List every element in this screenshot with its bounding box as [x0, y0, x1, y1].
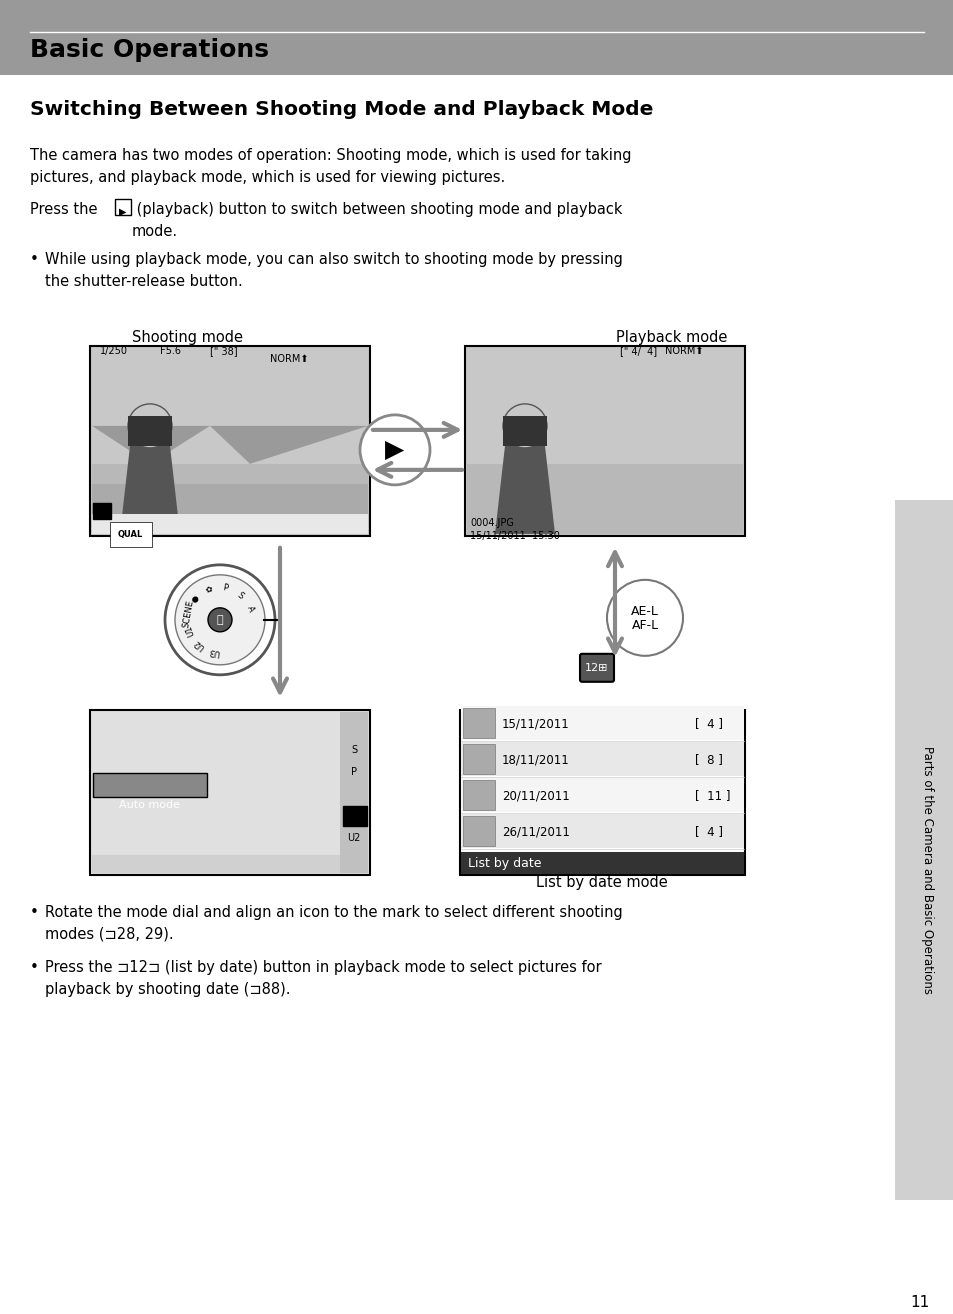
Circle shape [128, 403, 172, 448]
Text: 18/11/2011: 18/11/2011 [501, 753, 569, 766]
FancyBboxPatch shape [343, 805, 367, 825]
Text: Rotate the mode dial and align an icon to the mark to select different shooting
: Rotate the mode dial and align an icon t… [45, 905, 622, 942]
FancyBboxPatch shape [894, 499, 953, 1200]
Text: Basic Operations: Basic Operations [30, 38, 269, 62]
FancyBboxPatch shape [460, 778, 743, 812]
Text: Auto mode: Auto mode [119, 800, 180, 809]
Text: U2: U2 [347, 833, 360, 842]
FancyBboxPatch shape [462, 816, 495, 846]
Text: F5.6: F5.6 [160, 346, 181, 356]
Text: 15/11/2011: 15/11/2011 [501, 717, 569, 731]
Text: [  8 ]: [ 8 ] [695, 753, 722, 766]
Text: List by date mode: List by date mode [536, 875, 667, 890]
Text: 11: 11 [909, 1294, 928, 1310]
Text: [" 4/  4]: [" 4/ 4] [619, 346, 657, 356]
Text: ●: ● [190, 594, 201, 604]
Text: U2: U2 [192, 637, 207, 652]
Text: P: P [351, 767, 356, 777]
Text: P: P [222, 583, 229, 593]
Text: S: S [351, 745, 356, 754]
FancyBboxPatch shape [90, 710, 370, 875]
Polygon shape [495, 445, 555, 533]
Text: NORM⬆: NORM⬆ [664, 346, 702, 356]
FancyBboxPatch shape [459, 710, 744, 875]
FancyBboxPatch shape [339, 712, 368, 872]
FancyBboxPatch shape [115, 198, 131, 215]
FancyBboxPatch shape [92, 773, 207, 796]
Text: A: A [245, 604, 255, 614]
Text: [  4 ]: [ 4 ] [695, 825, 722, 838]
FancyBboxPatch shape [92, 503, 111, 519]
Text: AE-L: AE-L [630, 606, 659, 619]
Circle shape [174, 574, 265, 665]
FancyBboxPatch shape [462, 779, 495, 809]
Text: AF-L: AF-L [631, 619, 658, 632]
FancyBboxPatch shape [462, 708, 495, 737]
Text: U1: U1 [347, 811, 360, 821]
Text: 📷: 📷 [216, 615, 223, 625]
Circle shape [208, 608, 232, 632]
Text: ▶: ▶ [385, 438, 404, 463]
Text: While using playback mode, you can also switch to shooting mode by pressing
the : While using playback mode, you can also … [45, 252, 622, 289]
Text: •: • [30, 959, 39, 975]
Circle shape [165, 565, 274, 675]
Text: [" 38]: [" 38] [210, 346, 237, 356]
Text: 26/11/2011: 26/11/2011 [501, 825, 569, 838]
Text: List by date: List by date [468, 857, 541, 870]
Text: ✿: ✿ [204, 585, 213, 595]
Polygon shape [128, 417, 172, 445]
FancyBboxPatch shape [460, 813, 743, 848]
FancyBboxPatch shape [460, 706, 743, 740]
Text: NORM⬆: NORM⬆ [270, 353, 308, 364]
Text: (playback) button to switch between shooting mode and playback
mode.: (playback) button to switch between shoo… [132, 202, 622, 239]
Text: 15/11/2011  15:30: 15/11/2011 15:30 [470, 531, 559, 541]
Text: •: • [30, 252, 39, 267]
Text: [  11 ]: [ 11 ] [695, 790, 730, 803]
Text: The camera has two modes of operation: Shooting mode, which is used for taking
p: The camera has two modes of operation: S… [30, 148, 631, 185]
Text: Switching Between Shooting Mode and Playback Mode: Switching Between Shooting Mode and Play… [30, 100, 653, 120]
FancyBboxPatch shape [0, 0, 953, 75]
Text: QUAL: QUAL [118, 530, 143, 539]
FancyBboxPatch shape [467, 464, 742, 533]
FancyBboxPatch shape [91, 484, 368, 533]
Circle shape [502, 403, 546, 448]
Text: Shooting mode: Shooting mode [132, 330, 243, 344]
Text: •: • [30, 905, 39, 920]
Text: Parts of the Camera and Basic Operations: Parts of the Camera and Basic Operations [921, 746, 934, 993]
Text: S: S [235, 590, 245, 600]
Text: ▶: ▶ [119, 206, 127, 217]
Text: Playback mode: Playback mode [616, 330, 727, 344]
FancyBboxPatch shape [460, 851, 743, 874]
Text: 0004.JPG: 0004.JPG [470, 518, 514, 528]
Circle shape [606, 579, 682, 656]
FancyBboxPatch shape [462, 744, 495, 774]
Text: Press the ⊐12⊐ (list by date) button in playback mode to select pictures for
pla: Press the ⊐12⊐ (list by date) button in … [45, 959, 601, 997]
Text: SCENE: SCENE [181, 599, 195, 629]
Circle shape [359, 415, 430, 485]
FancyBboxPatch shape [464, 346, 744, 536]
FancyBboxPatch shape [460, 742, 743, 775]
Text: [  4 ]: [ 4 ] [695, 717, 722, 731]
FancyBboxPatch shape [91, 514, 368, 533]
Polygon shape [502, 417, 546, 445]
FancyBboxPatch shape [91, 464, 368, 533]
Text: 20/11/2011: 20/11/2011 [501, 790, 569, 803]
FancyBboxPatch shape [579, 654, 614, 682]
Polygon shape [91, 426, 368, 464]
Text: U3: U3 [208, 646, 221, 657]
FancyBboxPatch shape [90, 346, 370, 536]
Text: Press the: Press the [30, 202, 102, 217]
Text: U1: U1 [184, 624, 196, 637]
FancyBboxPatch shape [91, 855, 368, 872]
Text: 1/250: 1/250 [100, 346, 128, 356]
Text: 12⊞: 12⊞ [584, 662, 608, 673]
Polygon shape [120, 445, 180, 533]
